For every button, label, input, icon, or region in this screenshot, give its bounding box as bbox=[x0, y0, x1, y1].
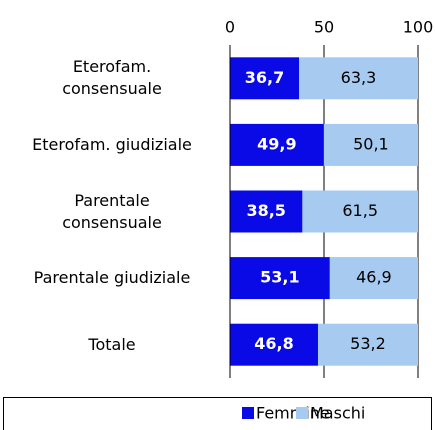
legend-box bbox=[3, 397, 432, 430]
data-label: 50,1 bbox=[353, 134, 389, 153]
bar-segment bbox=[323, 123, 418, 166]
y-tick-label: Parentale giudiziale bbox=[33, 268, 191, 288]
data-label: 53,2 bbox=[350, 334, 386, 353]
bar-segment bbox=[230, 57, 299, 100]
data-label: 53,1 bbox=[260, 268, 299, 287]
y-tick-label: Totale bbox=[88, 334, 136, 354]
bar-segment bbox=[329, 257, 418, 300]
legend-swatch bbox=[242, 407, 254, 419]
legend-swatch bbox=[296, 407, 308, 419]
data-label: 46,8 bbox=[254, 334, 293, 353]
data-label: 36,7 bbox=[245, 68, 284, 87]
bar-segment bbox=[230, 123, 324, 166]
legend-label: Maschi bbox=[310, 404, 365, 423]
bar-segment bbox=[230, 257, 330, 300]
bar-segment bbox=[230, 323, 318, 366]
y-tick-label: Eterofam. giudiziale bbox=[32, 134, 192, 154]
y-tick-label: Parentale consensuale bbox=[62, 190, 162, 232]
x-tick-label: 0 bbox=[225, 18, 235, 37]
data-label: 63,3 bbox=[341, 68, 377, 87]
legend-label: Femmine bbox=[256, 404, 330, 423]
bar-segment bbox=[317, 323, 418, 366]
data-label: 61,5 bbox=[342, 201, 378, 220]
bar-segment bbox=[298, 57, 418, 100]
data-label: 38,5 bbox=[246, 201, 285, 220]
x-tick-label: 50 bbox=[314, 18, 334, 37]
data-label: 49,9 bbox=[257, 134, 296, 153]
x-tick-label: 100 bbox=[403, 18, 434, 37]
bar-segment bbox=[230, 190, 303, 233]
data-label: 46,9 bbox=[356, 268, 392, 287]
bar-segment bbox=[302, 190, 418, 233]
y-tick-label: Eterofam. consensuale bbox=[62, 57, 162, 99]
